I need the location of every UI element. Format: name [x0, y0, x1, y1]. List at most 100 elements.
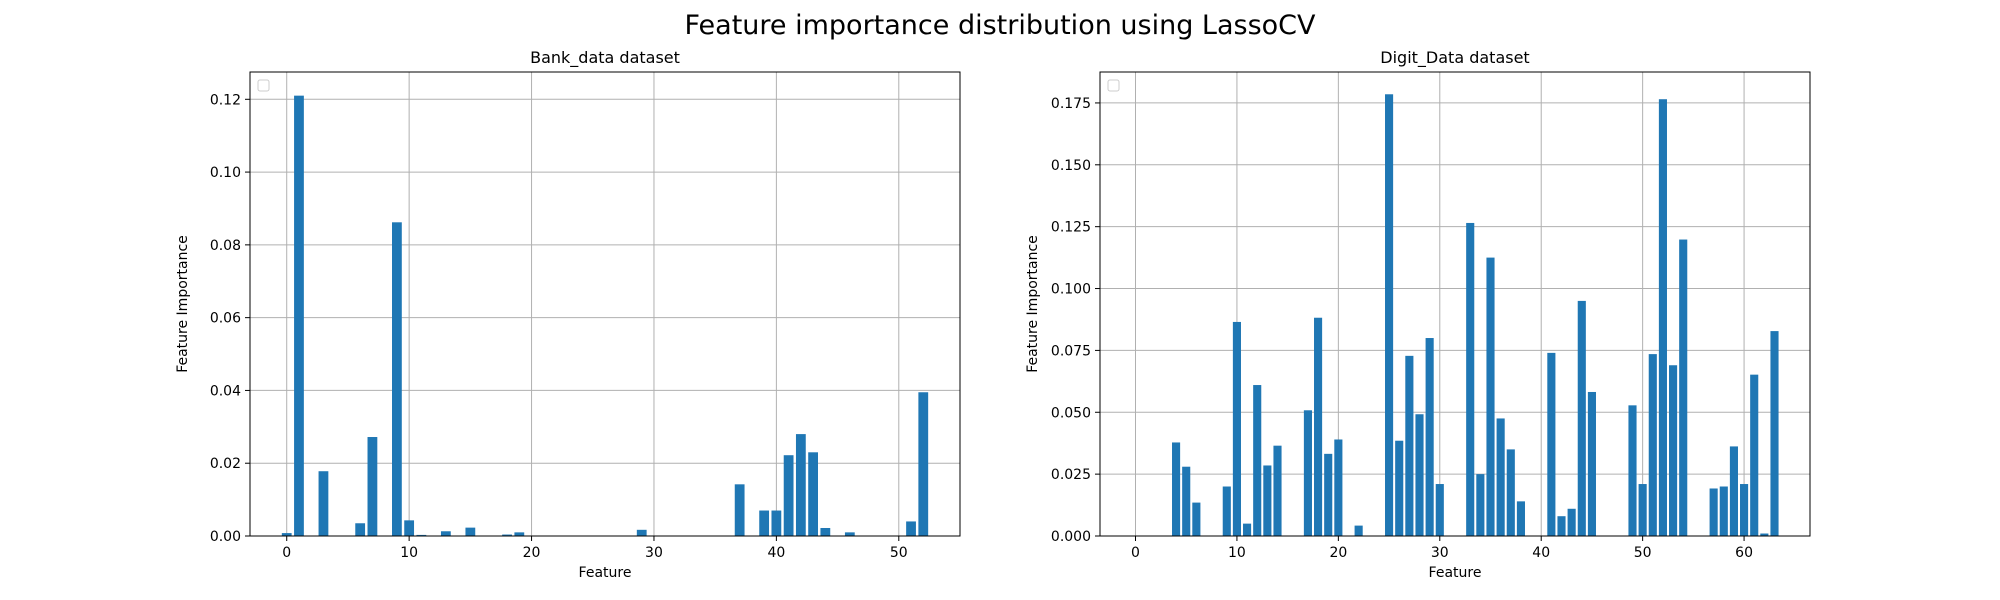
y-tick-label: 0.150 [1051, 158, 1091, 174]
bar-feature-50 [1638, 484, 1647, 536]
bar-feature-9 [1222, 486, 1231, 536]
x-tick-label: 20 [523, 545, 541, 561]
x-tick-label: 40 [1532, 545, 1550, 561]
x-tick-label: 10 [1228, 545, 1246, 561]
bar-feature-51 [906, 521, 916, 536]
bar-feature-51 [1648, 354, 1657, 536]
bar-feature-11 [416, 534, 427, 536]
bar-feature-1 [294, 95, 304, 536]
y-tick-label: 0.00 [210, 529, 241, 545]
legend-box [1107, 79, 1120, 92]
bar-feature-18 [1314, 317, 1323, 536]
bar-feature-53 [1669, 365, 1678, 536]
bar-feature-54 [1679, 239, 1688, 537]
bar-feature-58 [1719, 486, 1728, 536]
bar-feature-6 [355, 523, 366, 536]
bar-feature-12 [1253, 385, 1262, 536]
bar-feature-9 [392, 222, 402, 536]
bar-feature-52 [918, 392, 929, 536]
bar-feature-13 [440, 531, 451, 536]
bar-feature-29 [636, 529, 647, 536]
y-axis-label: Feature Importance [175, 235, 191, 373]
y-tick-label: 0.10 [210, 165, 241, 181]
chart-panel-2: 0 10 20 30 40 50 60 0.000 0.025 0.050 0.075 0.100 0.… [1025, 48, 1811, 581]
y-axis-label: Feature Importance [1025, 235, 1041, 373]
subplot-title: Bank_data dataset [530, 48, 680, 68]
bar-feature-22 [1354, 525, 1363, 536]
bar-feature-38 [1516, 501, 1525, 536]
plot-frame [249, 71, 961, 537]
bar-feature-3 [318, 471, 329, 536]
bar-feature-0 [281, 533, 292, 536]
y-tick-label: 0.06 [210, 311, 241, 327]
bar-feature-34 [1476, 474, 1485, 536]
x-axis-label: Feature [579, 565, 632, 581]
y-tick-label: 0.050 [1051, 405, 1091, 421]
bar-feature-10 [1232, 321, 1241, 536]
bar-feature-5 [1182, 466, 1191, 536]
legend-box [257, 79, 270, 92]
bar-feature-11 [1243, 523, 1252, 536]
bar-feature-63 [1770, 331, 1779, 536]
y-tick-label: 0.175 [1051, 96, 1091, 112]
figure-title: Feature importance distribution using La… [685, 10, 1317, 41]
y-tick-label: 0.04 [210, 383, 241, 399]
x-tick-label: 50 [1634, 545, 1652, 561]
bar-feature-26 [1395, 440, 1404, 536]
x-tick-label: 0 [1131, 545, 1140, 561]
x-tick-label: 40 [767, 545, 785, 561]
bar-feature-45 [1587, 391, 1596, 536]
bar-feature-18 [502, 534, 512, 536]
x-tick-label: 10 [400, 545, 418, 561]
bar-feature-49 [1628, 405, 1637, 536]
y-tick-label: 0.12 [210, 92, 241, 108]
y-tick-label: 0.000 [1051, 529, 1091, 545]
bar-feature-7 [367, 437, 378, 536]
y-tick-label: 0.025 [1051, 467, 1091, 483]
bar-feature-61 [1750, 374, 1759, 536]
x-tick-label: 60 [1735, 545, 1753, 561]
bar-feature-37 [734, 484, 745, 536]
bar-feature-42 [1557, 516, 1566, 536]
bar-feature-29 [1425, 338, 1434, 536]
y-tick-label: 0.02 [210, 456, 241, 472]
y-tick-label: 0.100 [1051, 282, 1091, 298]
bar-feature-10 [404, 520, 415, 536]
bar-feature-19 [514, 532, 525, 536]
bar-feature-14 [1273, 445, 1282, 536]
bar-feature-25 [1385, 94, 1394, 536]
bar-feature-40 [771, 510, 782, 536]
bar-feature-27 [1405, 355, 1414, 536]
bar-feature-41 [783, 455, 794, 536]
bar-feature-37 [1506, 449, 1515, 536]
bar-feature-19 [1324, 453, 1333, 536]
bar-feature-41 [1547, 352, 1556, 536]
y-tick-label: 0.125 [1051, 220, 1091, 236]
subplot-title: Digit_Data dataset [1380, 48, 1529, 68]
bar-feature-52 [1658, 99, 1667, 536]
bar-feature-33 [1466, 222, 1475, 537]
bar-feature-17 [1303, 410, 1312, 536]
x-axis-label: Feature [1429, 565, 1482, 581]
bar-feature-60 [1740, 484, 1749, 536]
y-tick-label: 0.08 [210, 238, 241, 254]
bar-feature-36 [1496, 418, 1505, 536]
bar-feature-62 [1760, 533, 1769, 536]
bar-feature-4 [1172, 442, 1181, 536]
x-tick-label: 0 [282, 545, 291, 561]
y-tick-label: 0.075 [1051, 343, 1091, 359]
bar-feature-44 [1577, 300, 1586, 536]
bar-feature-6 [1192, 502, 1201, 536]
bar-feature-43 [808, 452, 818, 536]
bar-feature-13 [1263, 465, 1272, 536]
x-tick-label: 50 [890, 545, 908, 561]
bar-feature-57 [1709, 488, 1718, 536]
bar-feature-43 [1567, 508, 1576, 536]
bar-feature-15 [465, 527, 476, 536]
bar-feature-59 [1729, 446, 1738, 536]
x-tick-label: 30 [645, 545, 663, 561]
bar-feature-42 [795, 434, 806, 536]
plot-frame [1099, 71, 1811, 537]
